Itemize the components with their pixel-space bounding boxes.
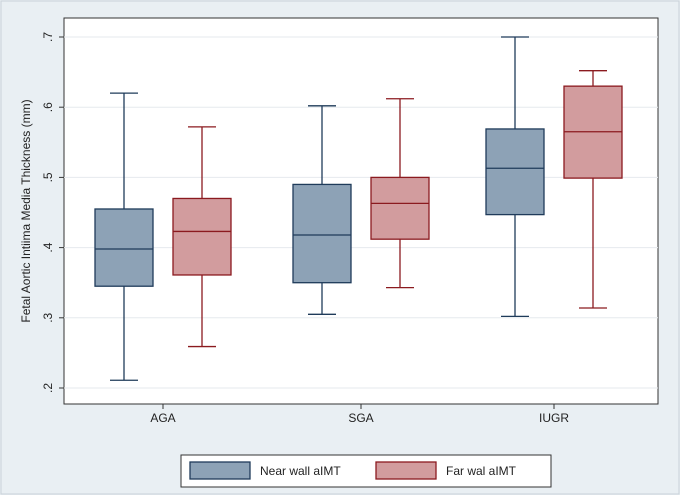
x-axis: AGA SGA IUGR <box>150 404 569 425</box>
box-near-iugr <box>485 36 545 318</box>
box-far-aga <box>172 126 232 348</box>
box-iqr <box>485 128 545 216</box>
y-axis-label: Fetal Aortic Intiima Media Thickness (mm… <box>19 99 33 322</box>
gridlines <box>64 36 658 389</box>
x-tick-label: IUGR <box>539 411 569 425</box>
legend-label: Far wal aIMT <box>446 464 517 478</box>
box-near-aga <box>94 92 154 381</box>
box-iqr <box>94 208 154 287</box>
box-iqr <box>370 176 430 240</box>
box-far-sga <box>370 98 430 289</box>
legend: Near wall aIMT Far wal aIMT <box>180 454 552 488</box>
y-tick-label: .5 <box>41 172 55 182</box>
legend-swatch <box>189 461 251 480</box>
y-axis: .2 .3 .4 .5 .6 .7 <box>41 32 64 393</box>
y-tick-label: .6 <box>41 102 55 112</box>
legend-swatch <box>375 461 437 480</box>
box-far-iugr <box>563 70 623 309</box>
legend-label: Near wall aIMT <box>260 464 341 478</box>
x-tick-label: SGA <box>348 411 373 425</box>
y-tick-label: .3 <box>41 312 55 322</box>
y-tick-label: .7 <box>41 32 55 42</box>
box-series <box>94 36 623 381</box>
plot-area <box>63 17 659 405</box>
y-tick-label: .4 <box>41 242 55 252</box>
y-tick-label: .2 <box>41 383 55 393</box>
box-iqr <box>292 183 352 284</box>
x-tick-label: AGA <box>150 411 175 425</box>
box-iqr <box>172 197 232 276</box>
box-near-sga <box>292 105 352 315</box>
